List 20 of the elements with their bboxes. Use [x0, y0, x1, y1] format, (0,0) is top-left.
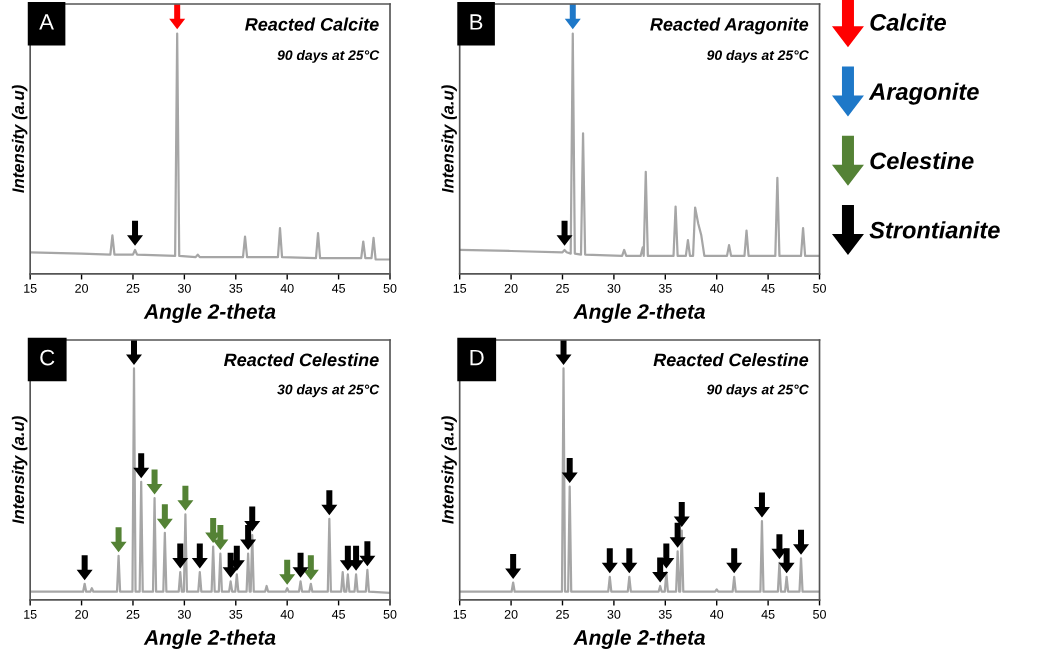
x-axis-title: Angle 2-theta [573, 303, 705, 324]
legend-label: Aragonite [868, 82, 979, 105]
y-axis-title: Intensity (a.u) [441, 85, 457, 193]
legend-label: Strontianite [869, 221, 1000, 239]
annotation: B [470, 14, 483, 30]
y-axis-title: Intensity (a.u) [11, 416, 28, 524]
y-axis-title: Intensity (a.u) [11, 85, 28, 193]
x-axis-title: Angle 2-theta [143, 629, 276, 649]
chart-title: Reacted Celestine [223, 353, 379, 367]
chart-title: Reacted Calcite [245, 17, 379, 31]
annotation: A [39, 14, 54, 30]
x-axis-title: Angle 2-theta [573, 629, 705, 649]
annotation: D [470, 349, 484, 366]
chart-title: Reacted Aragonite [650, 17, 809, 35]
x-axis-title: Angle 2-theta [143, 303, 276, 324]
legend-label: Calcite [870, 13, 946, 31]
y-axis-title: Intensity (a.u) [441, 416, 457, 524]
legend-label: Celestine [870, 151, 974, 170]
chart-title: Reacted Celestine [653, 353, 809, 367]
annotation: C [40, 349, 55, 366]
